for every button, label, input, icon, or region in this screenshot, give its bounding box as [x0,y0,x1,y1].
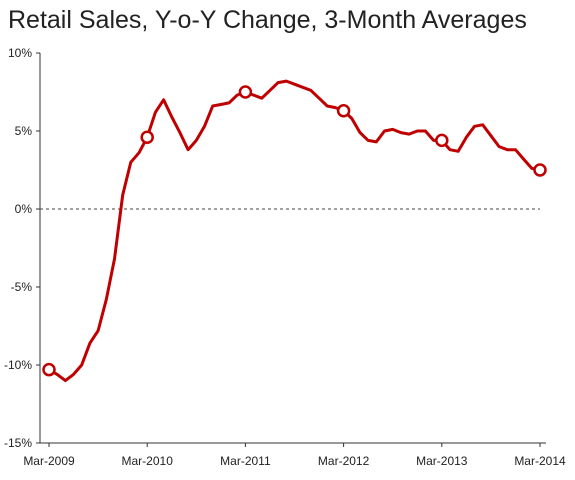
y-tick-label: -15% [4,436,32,450]
tick-labels: 10% 5% 0% -5% -10% -15% Mar-2009 Mar-2010 Mar-20… [4,46,566,468]
y-tick-label: -5% [11,280,33,294]
y-tick-label: 10% [8,46,32,60]
y-tick-label: -10% [4,358,32,372]
y-tick-label: 5% [15,124,33,138]
series-line [47,79,542,383]
data-point-marker [238,85,253,99]
data-point-marker [435,133,449,148]
x-tick-label: Mar-2014 [514,454,566,468]
x-tick-label: Mar-2011 [220,454,271,468]
x-tick-label: Mar-2010 [122,454,174,468]
x-tick-label: Mar-2012 [318,454,370,468]
data-point-marker [533,163,547,177]
plot-area [42,79,547,383]
data-point-marker [140,130,154,144]
data-point-marker [336,103,351,118]
x-tick-label: Mar-2009 [23,454,75,468]
x-tick-label: Mar-2013 [416,454,468,468]
data-point-marker [42,362,56,377]
y-tick-label: 0% [15,202,33,216]
chart-title: Retail Sales, Y-o-Y Change, 3-Month Aver… [8,6,527,34]
axes [36,52,546,447]
